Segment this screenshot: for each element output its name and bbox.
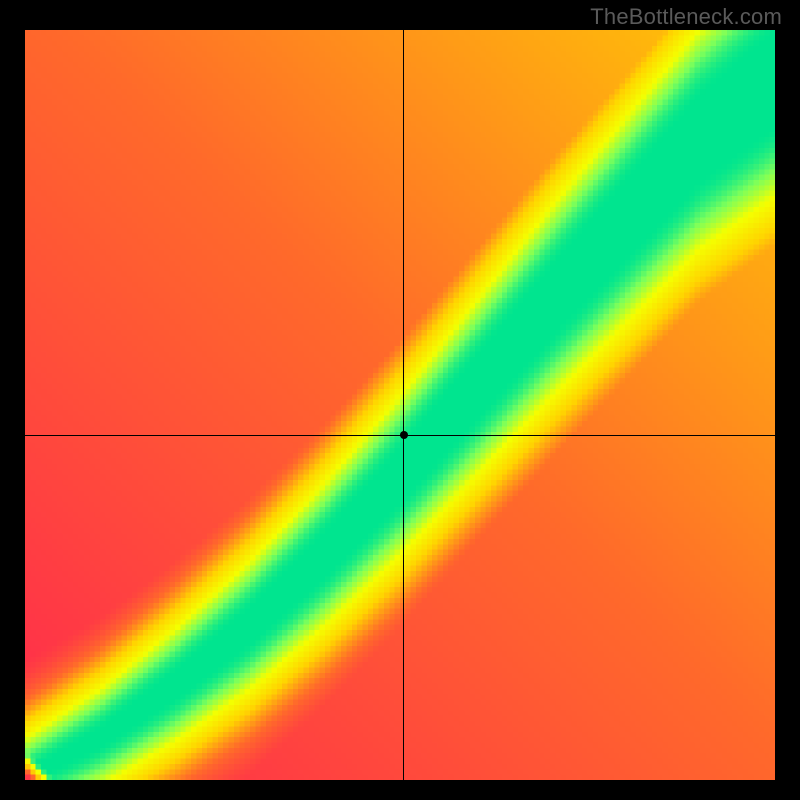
bottleneck-heatmap <box>25 30 775 780</box>
crosshair-dot <box>400 431 408 439</box>
chart-container: TheBottleneck.com <box>0 0 800 800</box>
watermark-text: TheBottleneck.com <box>590 4 782 30</box>
crosshair-vertical <box>403 30 404 780</box>
